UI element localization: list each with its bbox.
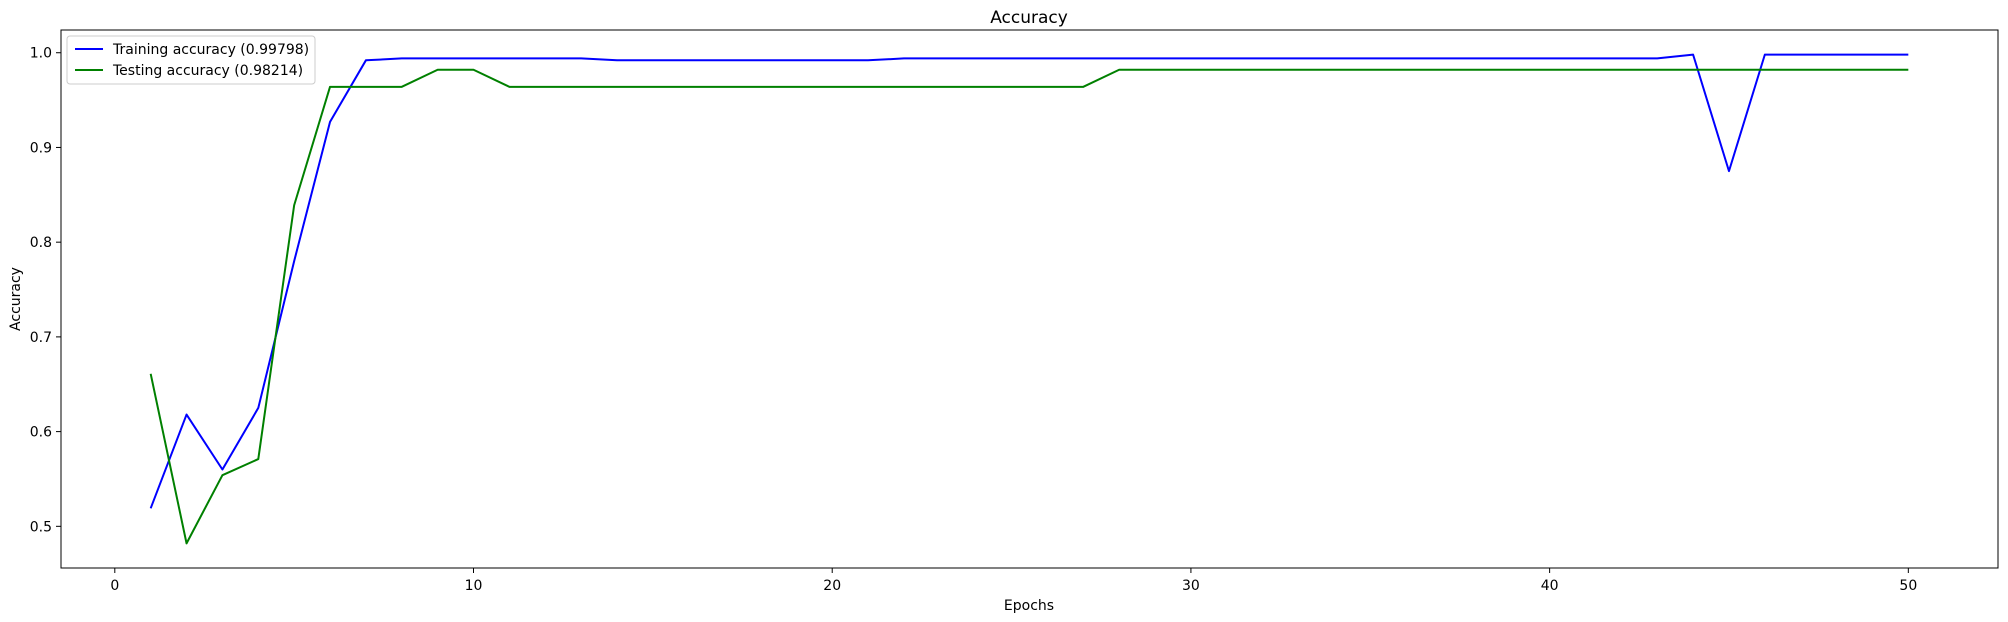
series-line-testing <box>149 68 1909 545</box>
x-tick-label: 50 <box>1899 578 1917 594</box>
legend: Training accuracy (0.99798) Testing accu… <box>66 35 316 85</box>
legend-label-testing: Testing accuracy (0.98214) <box>112 63 303 79</box>
series-line-training <box>149 53 1909 509</box>
x-tick-label: 30 <box>1182 578 1200 594</box>
x-tick-label: 40 <box>1541 578 1559 594</box>
x-tick-label: 20 <box>823 578 841 594</box>
plot-frame <box>60 29 1999 569</box>
x-tick-label: 10 <box>465 578 483 594</box>
y-tick-label: 0.6 <box>30 425 52 441</box>
y-tick-label: 0.8 <box>30 235 52 251</box>
x-tick-label: 0 <box>110 578 119 594</box>
y-axis-ticks: 0.5 0.6 0.7 0.8 0.9 1.0 <box>30 46 61 535</box>
y-tick-label: 0.9 <box>30 140 52 156</box>
y-tick-label: 0.7 <box>30 330 52 346</box>
legend-label-training: Training accuracy (0.99798) <box>112 42 309 58</box>
series-layer <box>149 53 1909 545</box>
y-tick-label: 1.0 <box>30 46 52 62</box>
x-axis-label: Epochs <box>1004 598 1054 614</box>
legend-box <box>66 35 316 85</box>
x-axis-ticks: 0 10 20 30 40 50 <box>110 568 1917 594</box>
y-axis-label: Accuracy <box>8 267 24 331</box>
chart-title: Accuracy <box>990 8 1068 28</box>
y-tick-label: 0.5 <box>30 519 52 535</box>
